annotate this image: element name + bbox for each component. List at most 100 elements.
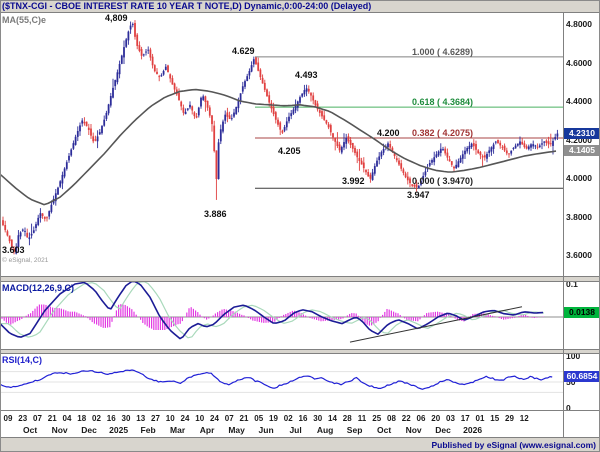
chart-title-bar: ($TNX-CGI - CBOE INTEREST RATE 10 YEAR T…: [0, 0, 600, 13]
ma-study-label: MA(55,C)e: [2, 15, 47, 25]
swing-price-label: 3.886: [204, 209, 227, 219]
swing-price-label: 4,809: [105, 13, 128, 23]
x-axis-date-tick: 12: [519, 414, 529, 423]
swing-price-label: 4.629: [232, 46, 255, 56]
x-axis-month-label: May: [228, 424, 245, 435]
x-axis-month-label: Dec: [81, 424, 97, 435]
x-axis-month-label: Oct: [23, 424, 38, 435]
macd-study-label: MACD(12,26,9,C): [2, 283, 75, 293]
macd-axis-tick: 0.1: [566, 279, 578, 289]
x-axis-month-label: Sep: [346, 424, 363, 435]
x-axis-date-tick: 13: [136, 414, 146, 423]
x-axis-date-tick: 16: [106, 414, 116, 423]
swing-price-label: 3.603: [2, 245, 25, 255]
x-axis-month-label: 2026: [463, 424, 483, 435]
x-axis-date-tick: 29: [505, 414, 514, 423]
x-axis-date-tick: 06: [416, 414, 426, 423]
panel-divider-macd-rsi: [0, 349, 600, 354]
x-axis-date-tick: 20: [431, 414, 441, 423]
x-axis-date-tick: 03: [446, 414, 455, 423]
main-price-panel[interactable]: [0, 14, 563, 276]
swing-price-label: 4.200: [377, 128, 400, 138]
price-axis-tick: 3.6000: [566, 250, 592, 260]
x-axis-date-tick: 15: [490, 414, 500, 423]
x-axis-date-tick: 09: [3, 414, 13, 423]
rsi-axis-tick: 100: [566, 351, 581, 361]
swing-price-label: 3.947: [407, 190, 430, 200]
chart-title: ($TNX-CGI - CBOE INTEREST RATE 10 YEAR T…: [2, 1, 372, 11]
x-axis-date-tick: 02: [92, 414, 101, 423]
x-axis-date-tick: 30: [121, 414, 131, 423]
x-axis-month-label: Dec: [435, 424, 451, 435]
x-axis-month-label: Jun: [258, 424, 274, 435]
x-axis-date-tick: 28: [342, 414, 352, 423]
ma55-line: [0, 88, 557, 206]
x-axis-month-label: Feb: [140, 424, 156, 435]
x-axis-date-tick: 22: [401, 414, 411, 423]
x-axis-date-tick: 16: [298, 414, 308, 423]
fib-label: 0.382 ( 4.2075): [412, 128, 474, 138]
x-axis-date-tick: 21: [47, 414, 57, 423]
x-axis-date-tick: 07: [224, 414, 234, 423]
x-axis-month-label: Aug: [316, 424, 334, 435]
candlesticks: [2, 20, 559, 255]
x-axis-date-tick: 30: [313, 414, 323, 423]
last-price-box: 4.2310: [564, 128, 600, 139]
x-axis-date-tick: 19: [269, 414, 278, 423]
x-axis-date-tick: 24: [210, 414, 219, 423]
x-axis-date-tick: 08: [387, 414, 396, 423]
rsi-panel[interactable]: [0, 354, 563, 410]
x-axis-date-tick: 23: [18, 414, 28, 423]
macd-value-box: 0.0138: [564, 307, 600, 318]
x-axis-month-label: Mar: [170, 424, 186, 435]
macd-plot: [0, 282, 563, 343]
fibonacci-lines: [255, 56, 563, 189]
rsi-axis-tick: 50: [566, 377, 576, 387]
copyright-note: © eSignal, 2021: [2, 257, 49, 264]
price-axis-tick: 4.8000: [566, 19, 592, 29]
x-axis-date-tick: 01: [475, 414, 485, 423]
price-axis-tick: 4.4000: [566, 96, 592, 106]
price-axis-tick: 4.2000: [566, 134, 592, 145]
price-axis-tick: 3.8000: [566, 211, 592, 222]
x-axis-date-tick: 27: [151, 414, 160, 423]
x-axis-date-tick: 02: [283, 414, 293, 423]
x-axis-date-tick: 07: [33, 414, 42, 423]
macd-panel[interactable]: [0, 282, 563, 349]
x-axis-date-tick: 18: [77, 414, 87, 423]
ma-value-box: 4.1405: [564, 145, 600, 156]
swing-price-label: 4.205: [278, 146, 301, 156]
y-axis-border: [563, 13, 564, 437]
x-axis-date-tick: 25: [372, 414, 382, 423]
rsi-plot: [0, 369, 563, 393]
fib-label: 1.000 ( 4.6289): [412, 47, 474, 57]
panel-divider-main-macd: [0, 276, 600, 282]
x-axis-date-tick: 10: [195, 414, 205, 423]
x-axis-date-tick: 11: [357, 414, 367, 423]
x-axis-month-label: 2025: [109, 424, 129, 435]
x-axis-date-tick: 17: [460, 414, 470, 423]
x-axis-month-label: Oct: [377, 424, 392, 435]
rsi-value-box: 60.6854: [564, 371, 600, 382]
fib-label: 0.000 ( 3.9470): [412, 176, 474, 186]
rsi-study-label: RSI(14,C): [2, 355, 43, 365]
x-axis-month-label: Nov: [405, 424, 422, 435]
x-axis-date-tick: 21: [239, 414, 249, 423]
x-axis-date-tick: 24: [180, 414, 190, 423]
footer-bar: Published by eSignal (www.esignal.com): [0, 437, 600, 452]
x-axis-month-label: Nov: [51, 424, 68, 435]
fib-label: 0.618 ( 4.3684): [412, 97, 474, 107]
price-axis-tick: 4.6000: [566, 57, 592, 68]
swing-price-label: 4.493: [295, 70, 318, 80]
x-axis-date-tick: 04: [62, 414, 72, 423]
price-axis-tick: 4.0000: [566, 173, 592, 183]
published-by-text: Published by eSignal (www.esignal.com): [431, 440, 596, 450]
x-axis-month-label: Apr: [199, 424, 215, 435]
x-axis-month-label: Jul: [289, 424, 302, 435]
x-axis-date-tick: 05: [254, 414, 264, 423]
x-axis-border: [0, 410, 600, 411]
x-axis-date-tick: 14: [328, 414, 337, 423]
x-axis-date-tick: 10: [165, 414, 175, 423]
